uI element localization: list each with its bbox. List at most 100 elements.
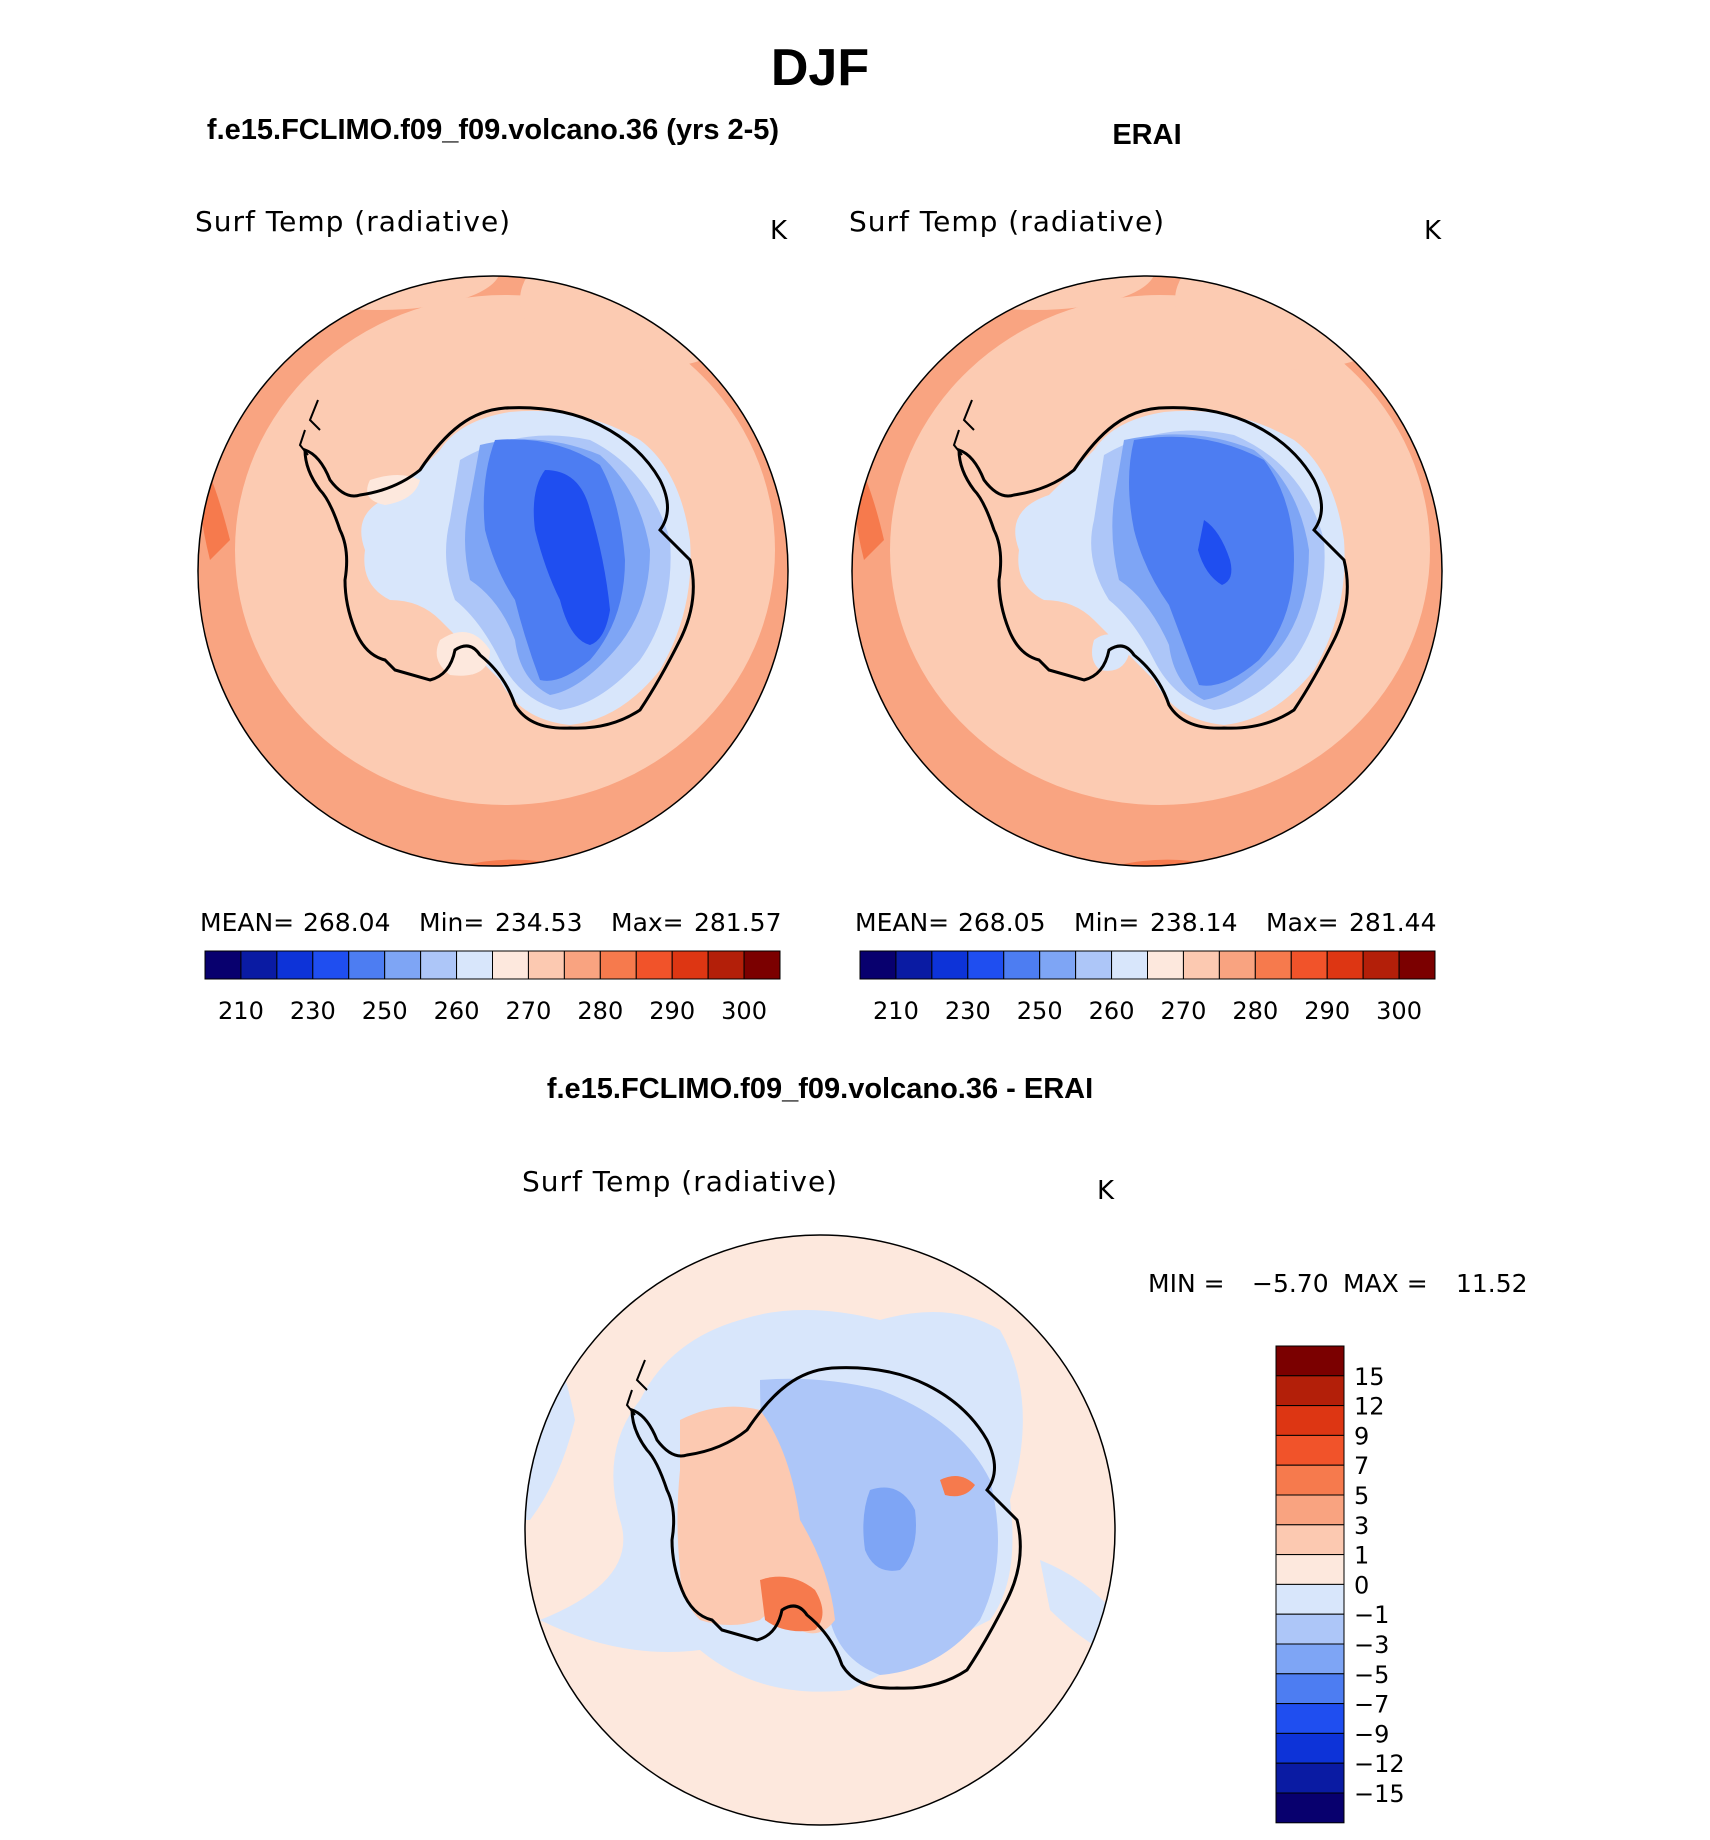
stat-min-label: MIN = xyxy=(1148,1269,1225,1298)
panel-obs: ERAI Surf Temp (radiative) K MEAN= 268.0… xyxy=(849,119,1443,1025)
colorbar-obs-swatch xyxy=(1290,950,1328,980)
colorbar-diff-tick-label: −9 xyxy=(1354,1720,1389,1748)
colorbar-model-swatch xyxy=(420,950,458,980)
colorbar-model-swatch xyxy=(240,950,278,980)
colorbar-obs-swatch xyxy=(1326,950,1364,980)
panel-model: f.e15.FCLIMO.f09_f09.volcano.36 (yrs 2-5… xyxy=(195,114,789,1025)
stat-mean-value: 268.05 xyxy=(958,908,1045,937)
stat-max-label: Max= xyxy=(611,908,684,937)
colorbar-diff-swatch xyxy=(1275,1792,1345,1824)
colorbar-model-tick-label: 270 xyxy=(506,997,552,1025)
colorbar-obs-tick-label: 280 xyxy=(1232,997,1278,1025)
colorbar-model-tick-label: 230 xyxy=(290,997,336,1025)
panel-model-variable: Surf Temp (radiative) xyxy=(195,205,511,238)
stat-mean-label: MEAN= xyxy=(855,908,949,937)
map-model xyxy=(198,276,788,866)
panel-diff: f.e15.FCLIMO.f09_f09.volcano.36 - ERAI S… xyxy=(522,1073,1528,1826)
colorbar-obs-tick-label: 290 xyxy=(1304,997,1350,1025)
stat-min-value: −5.70 xyxy=(1252,1269,1329,1298)
map-boundary-circle xyxy=(197,275,789,867)
coastline-antarctica xyxy=(957,406,1349,730)
panel-model-title: f.e15.FCLIMO.f09_f09.volcano.36 (yrs 2-5… xyxy=(207,114,779,146)
colorbar-obs-swatch xyxy=(1254,950,1292,980)
panel-diff-variable: Surf Temp (radiative) xyxy=(522,1165,838,1198)
stat-min-value: 238.14 xyxy=(1150,908,1237,937)
colorbar-diff-swatch xyxy=(1275,1643,1345,1675)
colorbar-obs-swatch xyxy=(1362,950,1400,980)
colorbar-obs-tick-label: 250 xyxy=(1017,997,1063,1025)
colorbar-obs-swatch xyxy=(931,950,969,980)
colorbar-obs-swatch xyxy=(1147,950,1184,980)
colorbar-diff-swatch xyxy=(1275,1345,1345,1377)
colorbar-model-tick-label: 280 xyxy=(577,997,623,1025)
colorbar-model-tick-label: 250 xyxy=(362,997,408,1025)
colorbar-diff-swatch xyxy=(1275,1673,1345,1705)
colorbar-model-swatch xyxy=(563,950,601,980)
colorbar-diff-tick-label: 0 xyxy=(1354,1571,1369,1599)
colorbar-obs-tick-label: 230 xyxy=(945,997,991,1025)
colorbar-obs-swatch xyxy=(1075,950,1113,980)
stat-min-value: 234.53 xyxy=(495,908,582,937)
colorbar-diff-tick-label: 7 xyxy=(1354,1452,1369,1480)
colorbar-obs-swatch xyxy=(1003,950,1041,980)
colorbar-model-tick-label: 290 xyxy=(649,997,695,1025)
panel-model-stats: MEAN= 268.04 Min= 234.53 Max= 281.57 xyxy=(200,908,781,937)
stat-max-value: 11.52 xyxy=(1456,1269,1528,1298)
ice-sheet-cold-core xyxy=(533,470,610,645)
colorbar-model-swatch xyxy=(707,950,745,980)
colorbar-diff-tick-label: 5 xyxy=(1354,1482,1369,1510)
colorbar-model-swatch xyxy=(312,950,350,980)
map-obs xyxy=(852,276,1442,866)
panel-diff-units: K xyxy=(1097,1176,1115,1206)
stat-min-label: Min= xyxy=(419,908,484,937)
colorbar-obs-swatch xyxy=(1039,950,1077,980)
colorbar-model-swatch xyxy=(384,950,422,980)
colorbar-diff-tick-label: −5 xyxy=(1354,1661,1389,1689)
colorbar-obs-swatch xyxy=(1182,950,1220,980)
colorbar-diff-swatch xyxy=(1275,1494,1345,1526)
colorbar-model-swatch xyxy=(276,950,314,980)
colorbar-obs-swatch xyxy=(1111,950,1148,980)
stat-mean-label: MEAN= xyxy=(200,908,294,937)
colorbar-model: 210 230 250 260 270 280 290 300 xyxy=(204,950,781,1025)
coastline-antarctica xyxy=(303,406,695,730)
colorbar-diff-swatch xyxy=(1275,1464,1345,1496)
stat-mean-value: 268.04 xyxy=(303,908,390,937)
colorbar-obs-swatch xyxy=(1398,950,1436,980)
colorbar-model-swatch xyxy=(635,950,673,980)
colorbar-diff-swatch xyxy=(1275,1762,1345,1794)
colorbar-diff-swatch xyxy=(1275,1583,1345,1615)
colorbar-diff-swatch xyxy=(1275,1375,1345,1407)
colorbar-model-swatch xyxy=(743,950,781,980)
colorbar-diff-swatch xyxy=(1275,1554,1345,1585)
stat-max-label: Max= xyxy=(1266,908,1339,937)
panel-diff-stats: MIN = −5.70 MAX = 11.52 xyxy=(1148,1269,1528,1298)
colorbar-obs: 210 230 250 260 270 280 290 300 xyxy=(859,950,1436,1025)
panel-obs-title: ERAI xyxy=(1112,119,1181,151)
colorbar-diff-tick-label: 9 xyxy=(1354,1422,1369,1450)
colorbar-model-swatch xyxy=(492,950,529,980)
colorbar-diff-swatch xyxy=(1275,1613,1345,1645)
coastline-antarctica xyxy=(630,1366,1022,1690)
colorbar-diff-swatch xyxy=(1275,1434,1345,1466)
panel-obs-stats: MEAN= 268.05 Min= 238.14 Max= 281.44 xyxy=(855,908,1436,937)
colorbar-diff-swatch xyxy=(1275,1524,1345,1556)
stat-max-value: 281.57 xyxy=(694,908,781,937)
colorbar-model-swatch xyxy=(204,950,242,980)
colorbar-diff-tick-label: 1 xyxy=(1354,1542,1369,1570)
colorbar-diff-swatch xyxy=(1275,1703,1345,1734)
diff-positive-region xyxy=(677,1406,835,1634)
colorbar-obs-tick-label: 270 xyxy=(1161,997,1207,1025)
colorbar-diff-tick-label: 12 xyxy=(1354,1393,1385,1421)
figure-title: DJF xyxy=(771,39,869,97)
colorbar-diff-tick-label: −7 xyxy=(1354,1691,1389,1719)
colorbar-obs-tick-label: 260 xyxy=(1089,997,1135,1025)
colorbar-obs-swatch xyxy=(895,950,933,980)
panel-model-units: K xyxy=(770,216,788,246)
colorbar-diff-swatch xyxy=(1275,1732,1345,1764)
colorbar-obs-swatch xyxy=(1218,950,1256,980)
panel-obs-variable: Surf Temp (radiative) xyxy=(849,205,1165,238)
colorbar-model-swatch xyxy=(348,950,386,980)
